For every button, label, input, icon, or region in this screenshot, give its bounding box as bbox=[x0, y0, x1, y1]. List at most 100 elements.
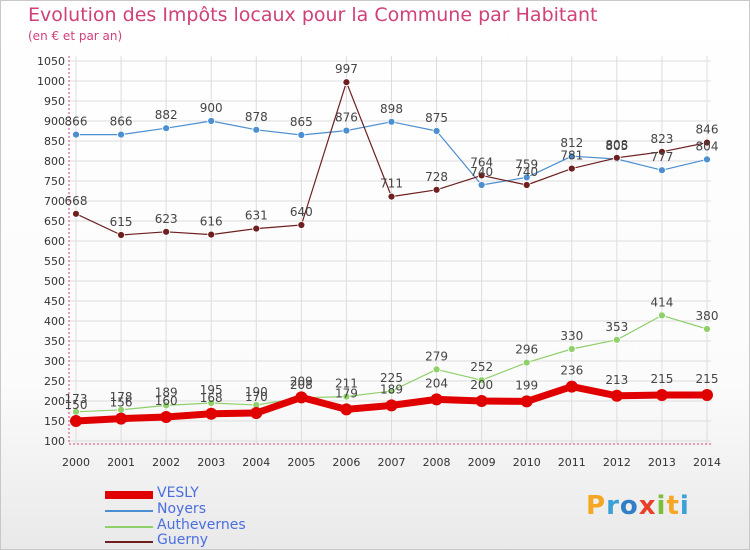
y-tick-label: 950 bbox=[44, 95, 65, 108]
y-tick-label: 550 bbox=[44, 255, 65, 268]
point-guerny-2002 bbox=[162, 227, 171, 236]
legend-swatch-vesly bbox=[105, 491, 153, 499]
data-label-noyers-2009: 740 bbox=[470, 165, 493, 179]
data-label-authevernes-2007: 225 bbox=[380, 371, 403, 385]
y-tick-label: 200 bbox=[44, 395, 65, 408]
data-label-vesly-2005: 209 bbox=[290, 374, 313, 388]
data-label-noyers-2006: 876 bbox=[335, 111, 358, 125]
point-vesly-2000 bbox=[70, 415, 82, 427]
x-tick-label: 2002 bbox=[152, 456, 180, 469]
point-noyers-2005 bbox=[297, 131, 306, 139]
data-label-noyers-2003: 900 bbox=[200, 101, 223, 115]
x-tick-label: 2014 bbox=[693, 456, 721, 469]
data-label-vesly-2006: 179 bbox=[335, 386, 358, 400]
axes: 1001502002503003504004505005506006507007… bbox=[37, 55, 721, 469]
data-label-guerny-2004: 631 bbox=[245, 209, 268, 223]
data-label-authevernes-2004: 190 bbox=[245, 385, 268, 399]
point-noyers-2013 bbox=[658, 166, 666, 175]
legend-swatch-noyers bbox=[105, 510, 153, 512]
legend-label-guerny: Guerny bbox=[157, 532, 209, 548]
point-vesly-2009 bbox=[475, 395, 488, 407]
data-label-noyers-2012: 805 bbox=[605, 139, 628, 153]
point-authevernes-2006 bbox=[342, 392, 351, 401]
data-label-vesly-2013: 215 bbox=[650, 372, 673, 386]
y-tick-label: 100 bbox=[44, 435, 65, 448]
point-noyers-2004 bbox=[252, 125, 261, 134]
series-lines bbox=[70, 78, 713, 427]
point-guerny-2009 bbox=[477, 171, 486, 180]
point-authevernes-2010 bbox=[522, 358, 531, 367]
data-label-authevernes-2000: 173 bbox=[65, 392, 88, 406]
y-tick-label: 400 bbox=[44, 315, 65, 328]
x-tick-label: 2003 bbox=[197, 456, 225, 469]
data-label-guerny-2014: 846 bbox=[696, 123, 719, 137]
point-vesly-2003 bbox=[205, 407, 218, 420]
data-label-guerny-2000: 668 bbox=[65, 194, 88, 208]
x-tick-label: 2012 bbox=[603, 456, 631, 469]
grid-lines bbox=[69, 56, 711, 444]
y-tick-label: 350 bbox=[44, 335, 65, 348]
y-tick-label: 1050 bbox=[37, 55, 65, 68]
point-vesly-2012 bbox=[610, 389, 623, 402]
y-tick-label: 800 bbox=[44, 155, 65, 168]
data-label-noyers-2001: 866 bbox=[110, 115, 133, 129]
point-guerny-2004 bbox=[252, 224, 261, 233]
data-label-vesly-2014: 215 bbox=[696, 372, 719, 386]
point-vesly-2002 bbox=[160, 411, 173, 423]
data-label-guerny-2012: 808 bbox=[605, 138, 628, 152]
y-tick-label: 300 bbox=[44, 355, 65, 368]
point-authevernes-2007 bbox=[387, 387, 396, 395]
y-tick-label: 150 bbox=[44, 415, 65, 428]
point-noyers-2008 bbox=[432, 127, 441, 135]
x-tick-label: 2010 bbox=[513, 456, 541, 469]
x-tick-label: 2005 bbox=[287, 456, 315, 469]
point-vesly-2005 bbox=[295, 391, 308, 404]
point-authevernes-2012 bbox=[612, 335, 621, 344]
point-noyers-2009 bbox=[477, 181, 486, 189]
point-guerny-2013 bbox=[658, 147, 666, 156]
point-noyers-2006 bbox=[342, 126, 351, 135]
y-tick-label: 650 bbox=[44, 215, 65, 228]
point-vesly-2004 bbox=[250, 407, 263, 419]
data-label-guerny-2008: 728 bbox=[425, 170, 448, 184]
data-label-noyers-2000: 866 bbox=[65, 115, 88, 129]
logo-letter: x bbox=[638, 491, 657, 521]
legend-label-vesly: VESLY bbox=[157, 485, 199, 501]
data-label-guerny-2003: 616 bbox=[200, 215, 223, 229]
data-label-noyers-2008: 875 bbox=[425, 111, 448, 125]
data-label-noyers-2014: 804 bbox=[696, 139, 719, 153]
point-vesly-2006 bbox=[340, 403, 353, 416]
point-guerny-2007 bbox=[387, 192, 396, 201]
y-tick-label: 450 bbox=[44, 295, 65, 308]
data-label-authevernes-2013: 414 bbox=[650, 295, 673, 309]
data-label-noyers-2005: 865 bbox=[290, 115, 313, 129]
point-vesly-2007 bbox=[385, 399, 398, 412]
y-tick-label: 750 bbox=[44, 175, 65, 188]
data-label-guerny-2011: 781 bbox=[560, 149, 583, 163]
data-label-noyers-2002: 882 bbox=[155, 108, 178, 122]
y-tick-label: 250 bbox=[44, 375, 65, 388]
chart-title: Evolution des Impôts locaux pour la Comm… bbox=[28, 4, 598, 26]
x-tick-label: 2006 bbox=[332, 456, 360, 469]
point-guerny-2005 bbox=[297, 221, 306, 229]
data-label-vesly-2000: 150 bbox=[65, 398, 88, 412]
logo-letter: P bbox=[586, 491, 607, 521]
point-guerny-2006 bbox=[342, 78, 351, 87]
logo-letter: r bbox=[606, 491, 620, 521]
data-label-authevernes-2014: 380 bbox=[696, 309, 719, 323]
data-label-guerny-2009: 764 bbox=[470, 155, 493, 169]
data-label-vesly-2001: 156 bbox=[110, 396, 133, 410]
data-label-vesly-2012: 213 bbox=[605, 373, 628, 387]
data-label-vesly-2010: 199 bbox=[515, 378, 538, 392]
point-authevernes-2008 bbox=[432, 365, 441, 374]
data-label-authevernes-2011: 330 bbox=[560, 329, 583, 343]
data-label-authevernes-2005: 208 bbox=[290, 378, 313, 392]
point-guerny-2001 bbox=[117, 231, 125, 239]
data-label-vesly-2008: 204 bbox=[425, 376, 448, 390]
point-authevernes-2011 bbox=[567, 345, 576, 353]
point-authevernes-2003 bbox=[207, 399, 216, 407]
data-label-noyers-2011: 812 bbox=[560, 136, 583, 150]
legend-label-authevernes: Authevernes bbox=[157, 517, 246, 533]
